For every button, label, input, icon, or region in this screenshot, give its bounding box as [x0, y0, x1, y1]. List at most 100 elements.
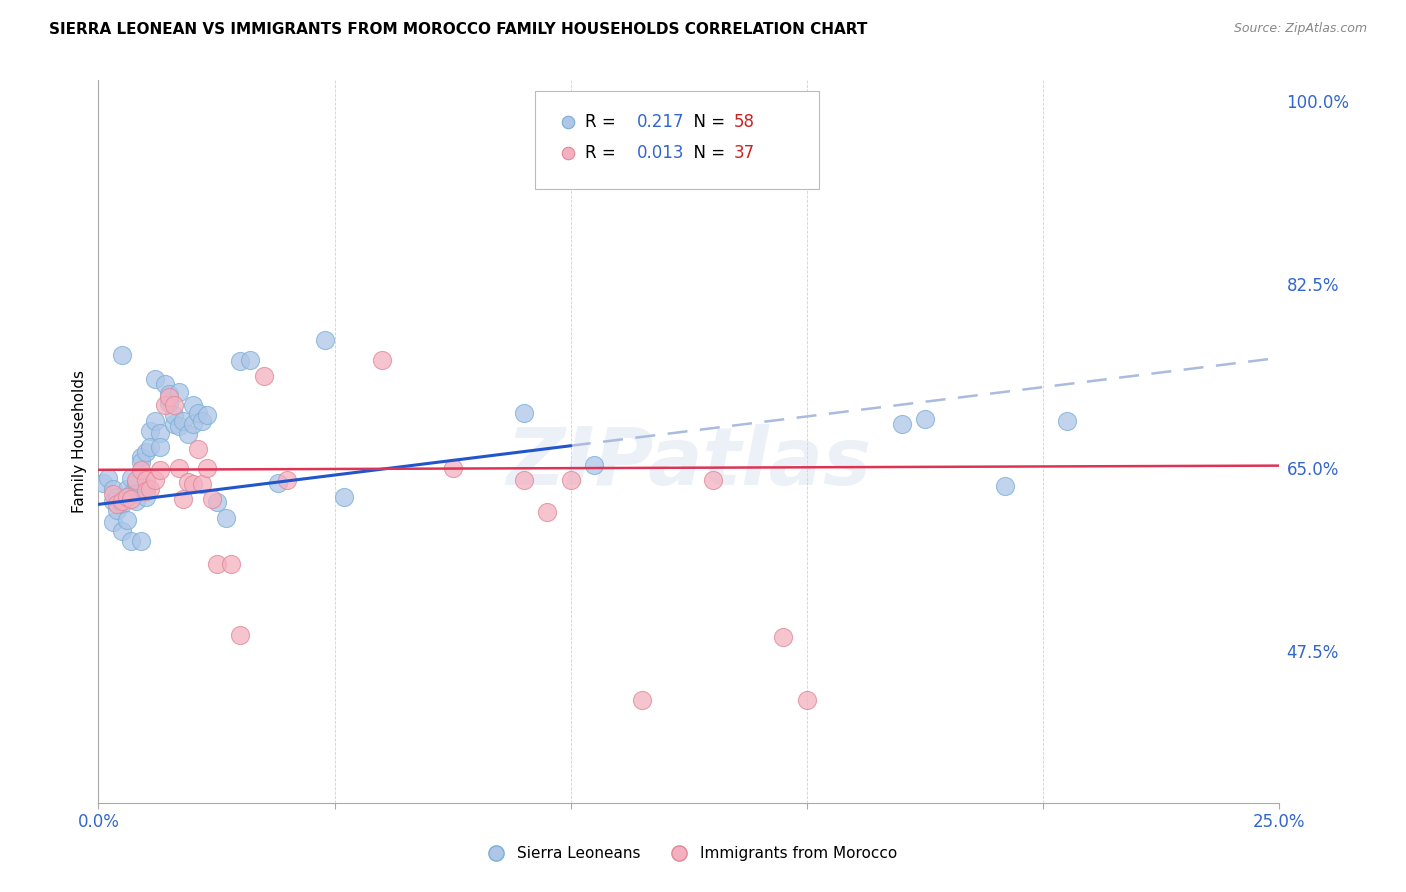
- Text: 37: 37: [734, 144, 755, 161]
- Point: [229, 354, 252, 368]
- Point: [215, 511, 238, 525]
- Point: [1056, 414, 1078, 428]
- Point: [111, 524, 134, 538]
- Point: [111, 348, 134, 362]
- Point: [314, 333, 336, 347]
- Point: [441, 460, 464, 475]
- Point: [121, 471, 143, 485]
- Point: [129, 455, 152, 469]
- Point: [890, 417, 912, 431]
- Point: [191, 477, 214, 491]
- Point: [201, 492, 224, 507]
- Point: [105, 502, 128, 516]
- Point: [97, 471, 120, 485]
- Point: [121, 534, 143, 549]
- Point: [583, 458, 606, 472]
- Point: [115, 490, 138, 504]
- Point: [125, 487, 148, 501]
- Point: [115, 482, 138, 496]
- Text: ZIPatlas: ZIPatlas: [506, 425, 872, 502]
- Point: [333, 490, 356, 504]
- Point: [125, 494, 148, 508]
- Point: [121, 492, 143, 507]
- Point: [157, 390, 180, 404]
- Point: [115, 490, 138, 504]
- Text: Source: ZipAtlas.com: Source: ZipAtlas.com: [1233, 22, 1367, 36]
- Point: [135, 483, 157, 498]
- Point: [187, 442, 209, 456]
- Point: [153, 376, 176, 391]
- Point: [177, 475, 200, 490]
- Point: [115, 513, 138, 527]
- Point: [153, 398, 176, 412]
- Point: [139, 482, 162, 496]
- Point: [163, 417, 186, 431]
- Point: [139, 424, 162, 438]
- Text: 0.013: 0.013: [637, 144, 685, 161]
- Point: [229, 628, 252, 642]
- Point: [135, 479, 157, 493]
- Point: [105, 490, 128, 504]
- Point: [512, 473, 534, 487]
- Point: [371, 352, 394, 367]
- Point: [253, 368, 276, 383]
- Point: [157, 387, 180, 401]
- Point: [101, 494, 124, 508]
- Point: [191, 414, 214, 428]
- Point: [187, 406, 209, 420]
- Point: [105, 497, 128, 511]
- Point: [129, 450, 152, 465]
- Text: N =: N =: [683, 113, 730, 131]
- Point: [135, 490, 157, 504]
- Point: [177, 427, 200, 442]
- Point: [135, 445, 157, 459]
- Point: [172, 414, 194, 428]
- Point: [111, 494, 134, 508]
- Point: [163, 409, 186, 423]
- Point: [125, 476, 148, 491]
- Point: [702, 473, 724, 487]
- Point: [167, 418, 190, 433]
- Text: 58: 58: [734, 113, 755, 131]
- Point: [172, 492, 194, 507]
- Point: [181, 398, 204, 412]
- Point: [772, 631, 794, 645]
- Text: R =: R =: [585, 144, 621, 161]
- Point: [994, 478, 1017, 492]
- Point: [143, 372, 166, 386]
- Point: [267, 476, 290, 491]
- Point: [796, 693, 818, 707]
- Point: [536, 505, 558, 519]
- Point: [181, 417, 204, 431]
- Point: [149, 463, 172, 477]
- Point: [125, 473, 148, 487]
- Point: [205, 557, 228, 571]
- Point: [219, 557, 242, 571]
- Point: [121, 487, 143, 501]
- Point: [239, 352, 262, 367]
- Point: [101, 482, 124, 496]
- Point: [181, 477, 204, 491]
- Text: SIERRA LEONEAN VS IMMIGRANTS FROM MOROCCO FAMILY HOUSEHOLDS CORRELATION CHART: SIERRA LEONEAN VS IMMIGRANTS FROM MOROCC…: [49, 22, 868, 37]
- Point: [149, 440, 172, 454]
- Text: R =: R =: [585, 113, 621, 131]
- Point: [135, 473, 157, 487]
- Point: [129, 463, 152, 477]
- Point: [195, 460, 218, 475]
- Point: [101, 515, 124, 529]
- Point: [129, 534, 152, 549]
- Point: [630, 693, 652, 707]
- Text: N =: N =: [683, 144, 730, 161]
- FancyBboxPatch shape: [536, 91, 818, 189]
- Text: 0.217: 0.217: [637, 113, 685, 131]
- Point: [143, 473, 166, 487]
- Point: [157, 396, 180, 410]
- Point: [111, 497, 134, 511]
- Legend: Sierra Leoneans, Immigrants from Morocco: Sierra Leoneans, Immigrants from Morocco: [474, 840, 904, 867]
- Point: [276, 473, 298, 487]
- Point: [143, 414, 166, 428]
- Point: [163, 398, 186, 412]
- Point: [167, 460, 190, 475]
- Point: [512, 406, 534, 420]
- Y-axis label: Family Households: Family Households: [72, 370, 87, 513]
